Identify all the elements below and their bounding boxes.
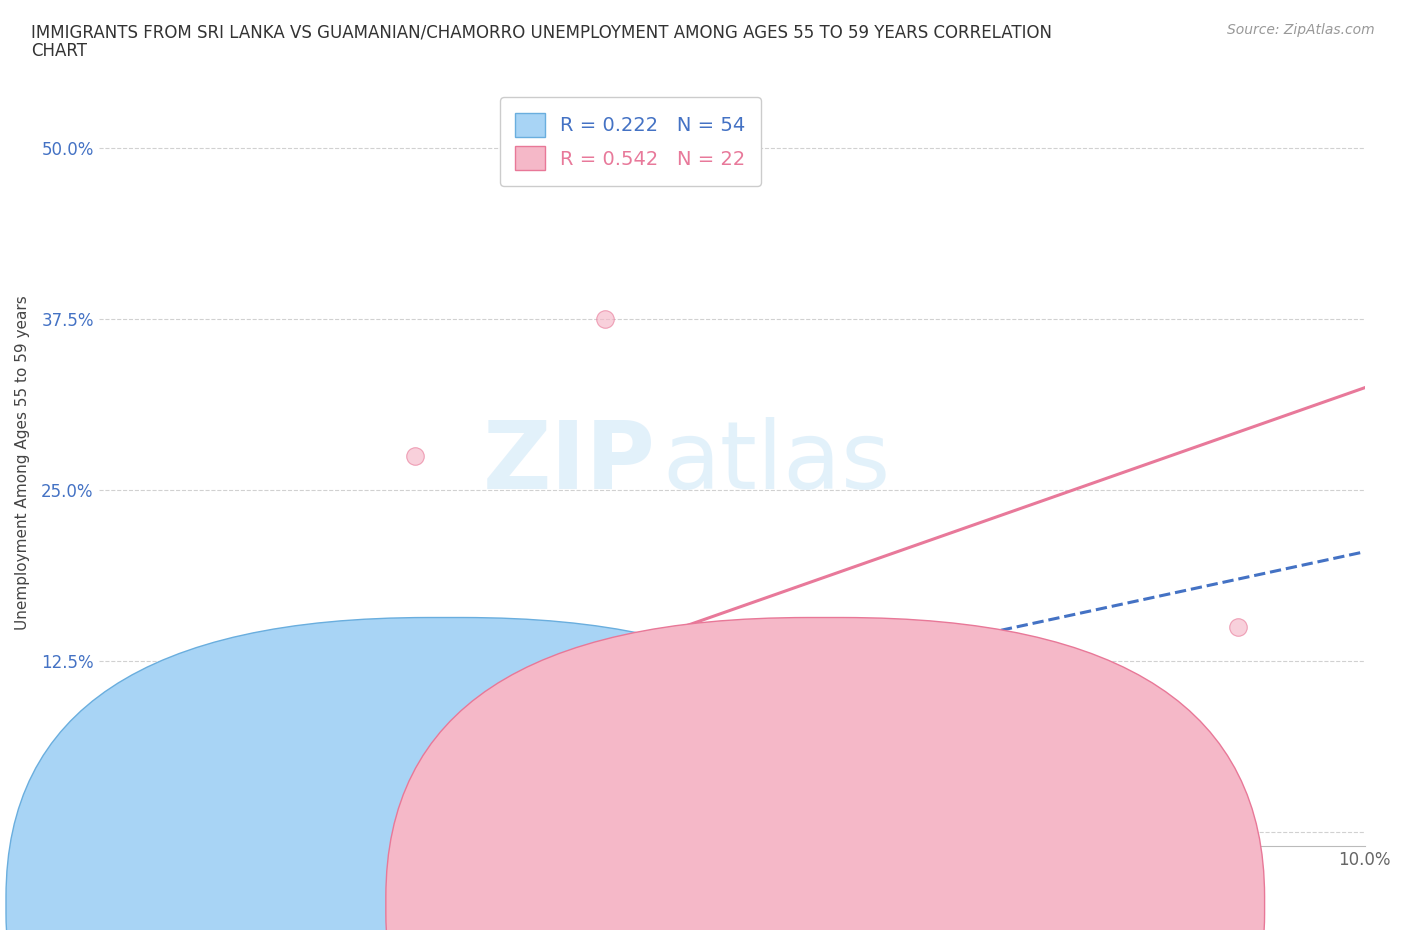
Point	[163, 804, 186, 819]
Point	[138, 790, 160, 805]
Point	[214, 804, 236, 819]
Point	[315, 797, 337, 812]
Point	[125, 797, 148, 812]
Point	[125, 797, 148, 812]
Point	[87, 770, 110, 785]
Point	[87, 790, 110, 805]
Point	[87, 783, 110, 798]
Point	[404, 448, 426, 463]
Point	[467, 797, 489, 812]
Point	[87, 756, 110, 771]
Point	[87, 817, 110, 832]
Text: Guamanians/Chamorros: Guamanians/Chamorros	[830, 897, 1014, 911]
Point	[87, 797, 110, 812]
Point	[391, 804, 413, 819]
Point	[87, 777, 110, 791]
Point	[112, 790, 135, 805]
Text: CHART: CHART	[31, 42, 87, 60]
Point	[340, 797, 363, 812]
Point	[125, 804, 148, 819]
Point	[87, 804, 110, 819]
Point	[87, 825, 110, 840]
Point	[277, 783, 299, 798]
Point	[530, 797, 553, 812]
Point	[720, 141, 742, 156]
Point	[404, 797, 426, 812]
Point	[366, 790, 388, 805]
Point	[100, 811, 122, 826]
Point	[150, 797, 173, 812]
Point	[100, 783, 122, 798]
Point	[910, 770, 932, 785]
Text: ZIP: ZIP	[482, 417, 655, 509]
Text: atlas: atlas	[662, 417, 890, 509]
Point	[593, 797, 616, 812]
Point	[125, 817, 148, 832]
Point	[87, 811, 110, 826]
Point	[657, 783, 679, 798]
Point	[188, 797, 211, 812]
Point	[239, 783, 262, 798]
Point	[176, 797, 198, 812]
Text: IMMIGRANTS FROM SRI LANKA VS GUAMANIAN/CHAMORRO UNEMPLOYMENT AMONG AGES 55 TO 59: IMMIGRANTS FROM SRI LANKA VS GUAMANIAN/C…	[31, 23, 1052, 41]
Legend: R = 0.222   N = 54, R = 0.542   N = 22: R = 0.222 N = 54, R = 0.542 N = 22	[501, 98, 761, 186]
Point	[277, 797, 299, 812]
Point	[1227, 619, 1250, 634]
Point	[188, 804, 211, 819]
Point	[290, 797, 312, 812]
Point	[214, 790, 236, 805]
Point	[112, 804, 135, 819]
Point	[87, 811, 110, 826]
Point	[112, 797, 135, 812]
Point	[138, 804, 160, 819]
Point	[214, 783, 236, 798]
Point	[138, 811, 160, 826]
Point	[163, 790, 186, 805]
Point	[340, 797, 363, 812]
Point	[783, 736, 806, 751]
Point	[125, 783, 148, 798]
Point	[138, 797, 160, 812]
Point	[150, 790, 173, 805]
Point	[150, 811, 173, 826]
Point	[100, 797, 122, 812]
Text: Immigrants from Sri Lanka: Immigrants from Sri Lanka	[440, 897, 644, 911]
Point	[138, 797, 160, 812]
Point	[150, 797, 173, 812]
Point	[467, 763, 489, 777]
Point	[226, 797, 249, 812]
Point	[188, 790, 211, 805]
Point	[87, 797, 110, 812]
Point	[176, 811, 198, 826]
Point	[492, 797, 515, 812]
Point	[264, 804, 287, 819]
Point	[100, 797, 122, 812]
Point	[252, 790, 274, 805]
Point	[429, 797, 451, 812]
Point	[163, 783, 186, 798]
Point	[593, 312, 616, 326]
Text: Source: ZipAtlas.com: Source: ZipAtlas.com	[1227, 23, 1375, 37]
Y-axis label: Unemployment Among Ages 55 to 59 years: Unemployment Among Ages 55 to 59 years	[15, 296, 30, 631]
Point	[302, 790, 325, 805]
Point	[530, 790, 553, 805]
Point	[150, 777, 173, 791]
Point	[201, 811, 224, 826]
Point	[846, 715, 869, 730]
Point	[163, 797, 186, 812]
